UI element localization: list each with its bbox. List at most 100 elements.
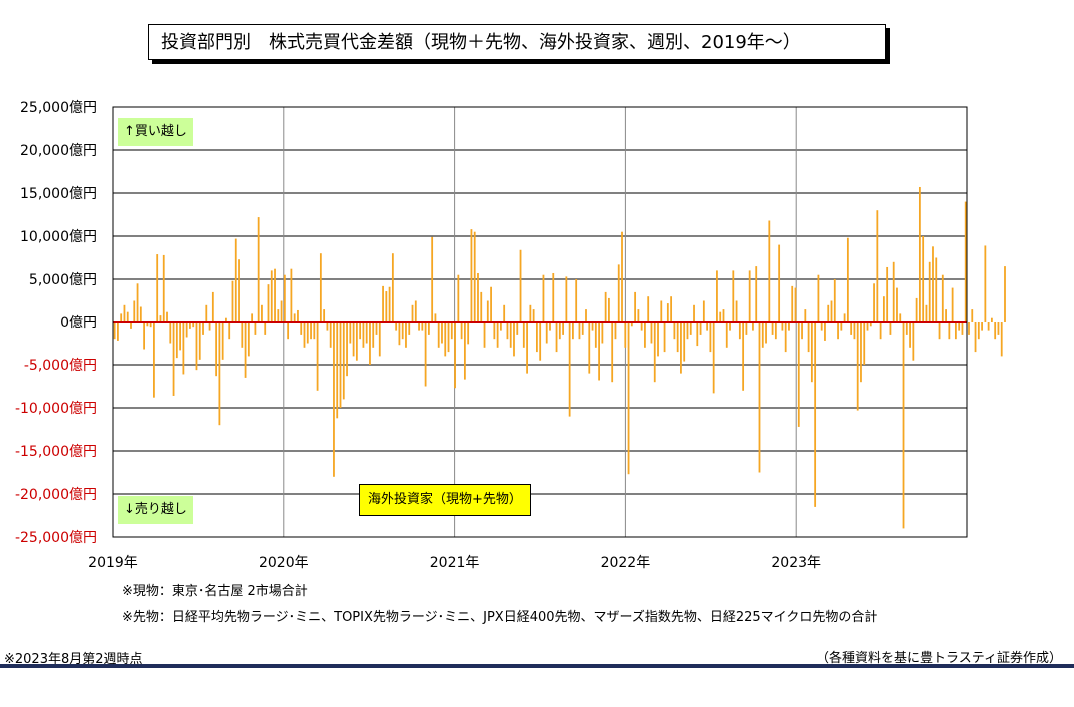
bar bbox=[738, 322, 741, 340]
bar bbox=[621, 231, 623, 322]
x-tick-label: 2023年 bbox=[771, 555, 821, 571]
bar bbox=[185, 322, 188, 338]
bar bbox=[414, 300, 417, 322]
bar bbox=[146, 322, 149, 327]
bar bbox=[470, 229, 473, 322]
bar bbox=[270, 270, 273, 322]
bar bbox=[234, 238, 237, 322]
bar bbox=[391, 253, 394, 322]
bar bbox=[892, 261, 895, 322]
bar bbox=[846, 237, 849, 322]
bar bbox=[856, 322, 859, 411]
bar bbox=[814, 322, 817, 507]
bar bbox=[873, 283, 875, 322]
bar bbox=[231, 280, 234, 322]
bar bbox=[676, 322, 679, 353]
bar bbox=[820, 322, 823, 331]
bar bbox=[549, 322, 551, 331]
bar bbox=[886, 266, 889, 322]
bar bbox=[1000, 322, 1003, 357]
bar bbox=[375, 322, 378, 335]
bar bbox=[346, 322, 348, 377]
bar bbox=[699, 322, 702, 335]
bar bbox=[225, 317, 227, 322]
bar bbox=[261, 304, 263, 322]
bar bbox=[202, 322, 204, 335]
bar bbox=[601, 322, 604, 344]
bar bbox=[941, 274, 944, 322]
bar bbox=[882, 296, 885, 322]
bar bbox=[748, 270, 751, 322]
bar bbox=[529, 304, 532, 322]
bar bbox=[797, 322, 800, 427]
bar bbox=[172, 322, 175, 396]
bar bbox=[630, 322, 633, 327]
bar bbox=[113, 322, 116, 340]
bar bbox=[136, 283, 139, 322]
bar bbox=[450, 322, 453, 340]
bar bbox=[444, 322, 447, 357]
bar bbox=[768, 220, 771, 322]
bar bbox=[981, 322, 983, 331]
y-tick-label: 0億円 bbox=[60, 315, 97, 331]
bar bbox=[614, 322, 617, 340]
bar bbox=[555, 322, 558, 353]
bar bbox=[198, 322, 201, 360]
bar bbox=[997, 322, 1000, 335]
bar bbox=[974, 322, 977, 353]
bar bbox=[437, 322, 440, 348]
bar bbox=[126, 311, 129, 322]
bar bbox=[918, 186, 921, 322]
bar bbox=[866, 322, 869, 331]
bar bbox=[411, 304, 414, 322]
bar bbox=[594, 322, 597, 348]
bar bbox=[290, 268, 293, 322]
bar bbox=[267, 284, 270, 322]
bar bbox=[329, 322, 332, 348]
bar bbox=[463, 322, 466, 380]
bar bbox=[788, 322, 790, 331]
bar bbox=[297, 309, 299, 322]
bar bbox=[735, 300, 738, 322]
bar bbox=[968, 322, 970, 335]
bar bbox=[532, 309, 535, 322]
bar bbox=[326, 322, 329, 331]
bar bbox=[824, 322, 826, 341]
bar bbox=[791, 285, 794, 322]
note-spot: ※現物：東京･名古屋 2市場合計 bbox=[122, 584, 308, 599]
bar bbox=[683, 322, 686, 362]
bar bbox=[192, 322, 195, 328]
bar bbox=[778, 244, 781, 322]
bar bbox=[247, 322, 250, 357]
bar bbox=[650, 322, 653, 344]
bar bbox=[323, 309, 326, 322]
bar bbox=[405, 322, 407, 348]
bar bbox=[565, 276, 568, 322]
bar bbox=[169, 322, 172, 344]
bar bbox=[251, 313, 254, 322]
bar bbox=[208, 322, 211, 331]
bar bbox=[578, 322, 581, 340]
bar bbox=[915, 297, 918, 322]
bar bbox=[568, 322, 571, 417]
bar bbox=[994, 322, 997, 340]
bar bbox=[228, 322, 231, 340]
bar bbox=[499, 322, 502, 331]
bar bbox=[490, 286, 492, 322]
bar bbox=[712, 322, 715, 394]
bar bbox=[572, 322, 574, 340]
bar bbox=[143, 322, 145, 350]
bar bbox=[932, 246, 934, 322]
bar bbox=[195, 322, 198, 371]
bar bbox=[964, 201, 967, 322]
bar bbox=[742, 322, 745, 391]
bar bbox=[637, 309, 640, 322]
bar bbox=[506, 322, 509, 340]
bar bbox=[784, 322, 787, 353]
bar bbox=[241, 322, 244, 348]
bar bbox=[896, 287, 898, 322]
bar bbox=[951, 287, 954, 322]
bar bbox=[922, 236, 925, 322]
bar bbox=[706, 322, 709, 331]
bar bbox=[287, 322, 290, 340]
